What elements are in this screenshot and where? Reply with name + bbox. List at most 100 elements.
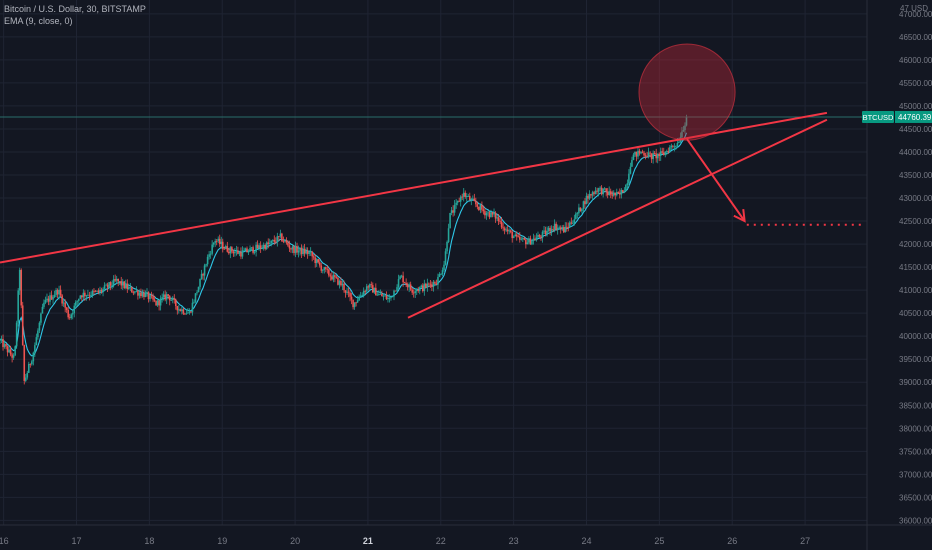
candle-body <box>649 152 651 154</box>
candle-body <box>362 290 365 295</box>
date-tick-label: 19 <box>217 536 227 546</box>
candle-body <box>299 247 301 251</box>
candle-body <box>309 251 312 253</box>
candle-body <box>44 300 47 303</box>
candle-body <box>532 238 535 241</box>
candle-body <box>375 287 377 296</box>
candle-body <box>267 242 270 245</box>
candle-body <box>496 217 498 219</box>
candle-body <box>143 292 145 298</box>
candle-body <box>637 150 639 157</box>
candle-body <box>24 377 27 381</box>
candle-body <box>465 196 468 197</box>
candle-body <box>415 289 418 292</box>
candle-body <box>355 302 357 304</box>
candle-body <box>340 280 342 286</box>
candle-body <box>203 265 206 276</box>
candle-body <box>134 291 136 293</box>
candle-body <box>390 296 392 299</box>
candle-body <box>271 239 274 241</box>
price-axis[interactable]: 36000.00 36500.00 37000.00 37500.00 38000.00… <box>862 10 932 526</box>
candle-body <box>512 236 515 239</box>
candle-body <box>35 337 38 346</box>
candle-body <box>205 264 207 266</box>
time-axis[interactable]: 16 17 18 19 20 21 22 23 24 25 26 27 <box>0 536 810 546</box>
candle-body <box>378 294 380 295</box>
candle-body <box>96 290 98 292</box>
candle-body <box>537 235 539 238</box>
candle-body <box>109 282 112 286</box>
candle-body <box>90 295 92 296</box>
candle-body <box>650 153 653 160</box>
price-tick-label: 36500.00 <box>899 493 932 502</box>
candle-body <box>99 289 101 293</box>
candle-body <box>485 213 488 216</box>
candle-body <box>514 234 517 237</box>
candle-body <box>115 278 118 281</box>
candle-body <box>411 289 413 293</box>
candle-body <box>546 230 548 235</box>
candle-body <box>11 354 13 358</box>
candle-body <box>425 283 427 288</box>
candle-body <box>487 212 489 214</box>
candle-body <box>376 294 379 296</box>
price-tick-label: 36000.00 <box>899 516 932 525</box>
candle-body <box>15 322 18 347</box>
candle-body <box>431 284 433 287</box>
candle-body <box>482 209 485 212</box>
candle-body <box>94 291 97 293</box>
candle-body <box>638 150 641 154</box>
candle-body <box>617 192 620 194</box>
upper-trendline[interactable] <box>0 111 828 264</box>
candle-body <box>47 298 50 302</box>
candle-body <box>199 278 201 287</box>
candle-body <box>62 302 65 304</box>
drawing-annotations[interactable] <box>0 43 867 319</box>
candle-body <box>27 363 30 373</box>
candle-body <box>188 311 191 313</box>
candle-body <box>652 153 654 160</box>
candle-body <box>565 226 568 228</box>
candle-body <box>290 248 292 250</box>
candle-body <box>152 296 154 300</box>
candle-body <box>600 187 603 195</box>
candle-body <box>490 212 492 218</box>
candle-body <box>359 295 362 297</box>
candle-body <box>202 273 204 276</box>
candle-body <box>503 228 506 231</box>
candle-body <box>293 246 295 253</box>
candle-body <box>17 290 19 323</box>
price-tick-label: 46500.00 <box>899 33 932 42</box>
candle-body <box>294 246 297 253</box>
candle-body <box>629 166 632 174</box>
candle-body <box>229 247 232 254</box>
candle-body <box>321 269 324 271</box>
candle-body <box>632 154 635 161</box>
candle-body <box>462 192 465 197</box>
symbol-title[interactable]: Bitcoin / U.S. Dollar, 30, BITSTAMP <box>4 4 146 14</box>
candle-body <box>334 275 336 278</box>
candle-body <box>317 259 320 263</box>
candle-body <box>149 295 151 300</box>
date-tick-label: 18 <box>144 536 154 546</box>
candle-body <box>100 289 103 292</box>
ema-indicator-label[interactable]: EMA (9, close, 0) <box>4 16 73 26</box>
candle-body <box>270 240 273 243</box>
lower-trendline[interactable] <box>407 118 828 319</box>
candle-body <box>515 234 518 237</box>
candle-body <box>238 252 241 254</box>
candle-body <box>171 298 174 301</box>
candle-body <box>170 300 173 301</box>
candle-body <box>311 251 313 257</box>
candle-body <box>479 204 482 210</box>
projection-arrow[interactable] <box>686 138 746 222</box>
candle-body <box>337 277 339 285</box>
candle-body <box>176 306 179 311</box>
date-tick-label: 27 <box>800 536 810 546</box>
candle-body <box>538 235 541 237</box>
candle-body <box>622 190 624 193</box>
highlight-circle[interactable] <box>638 43 736 141</box>
candle-body <box>58 289 60 295</box>
candle-body <box>562 227 565 233</box>
